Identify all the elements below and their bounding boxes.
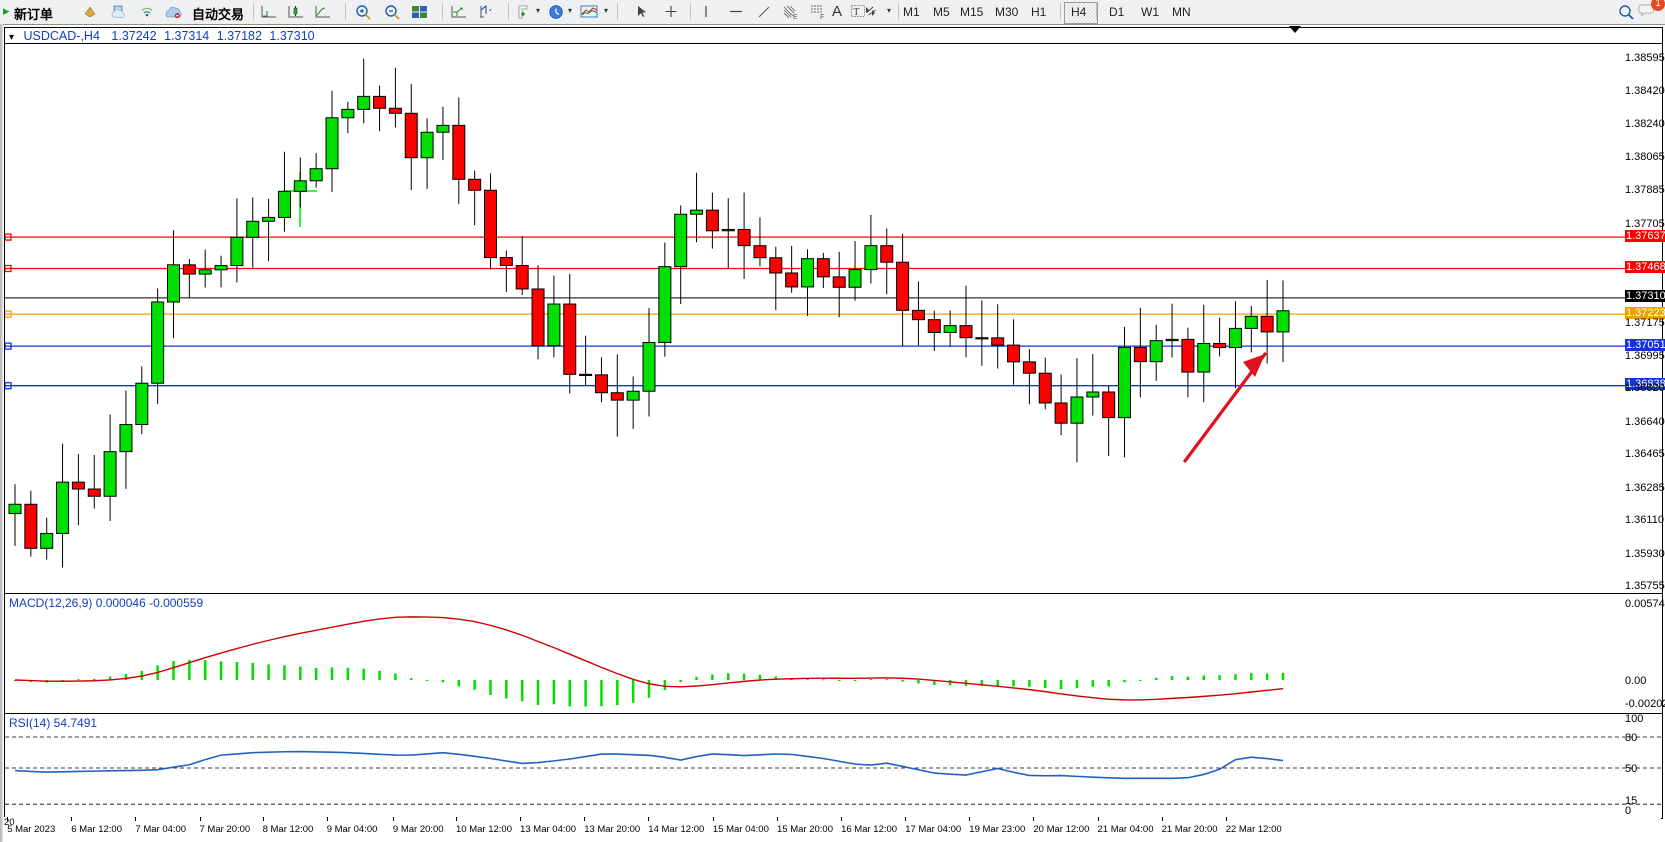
svg-text:E: E	[793, 14, 798, 20]
svg-text:F: F	[820, 14, 824, 20]
svg-text:T: T	[853, 7, 859, 18]
